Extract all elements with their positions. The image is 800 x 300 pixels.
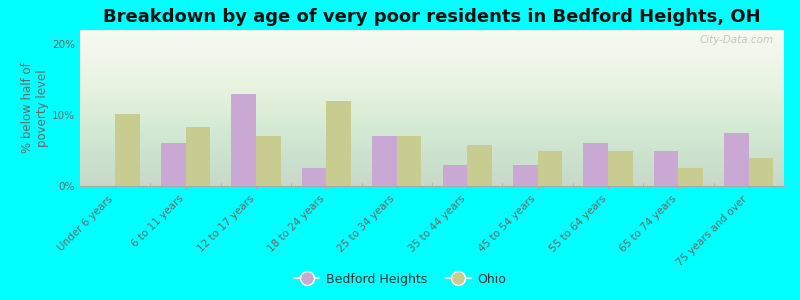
- Text: City-Data.com: City-Data.com: [699, 35, 774, 45]
- Title: Breakdown by age of very poor residents in Bedford Heights, OH: Breakdown by age of very poor residents …: [103, 8, 761, 26]
- Bar: [538, 151, 562, 186]
- Bar: [326, 101, 351, 186]
- Bar: [513, 165, 538, 186]
- Bar: [115, 114, 140, 186]
- Legend: Bedford Heights, Ohio: Bedford Heights, Ohio: [290, 268, 510, 291]
- Bar: [583, 143, 608, 186]
- Bar: [608, 151, 633, 186]
- Bar: [724, 133, 749, 186]
- Bar: [231, 94, 256, 186]
- Bar: [654, 151, 678, 186]
- Y-axis label: % below half of
poverty level: % below half of poverty level: [22, 63, 50, 153]
- Bar: [186, 127, 210, 186]
- Bar: [442, 165, 467, 186]
- Bar: [302, 168, 326, 186]
- Bar: [467, 145, 492, 186]
- Bar: [397, 136, 422, 186]
- Bar: [372, 136, 397, 186]
- Bar: [256, 136, 281, 186]
- Bar: [678, 168, 703, 186]
- Bar: [749, 158, 774, 186]
- Bar: [161, 143, 186, 186]
